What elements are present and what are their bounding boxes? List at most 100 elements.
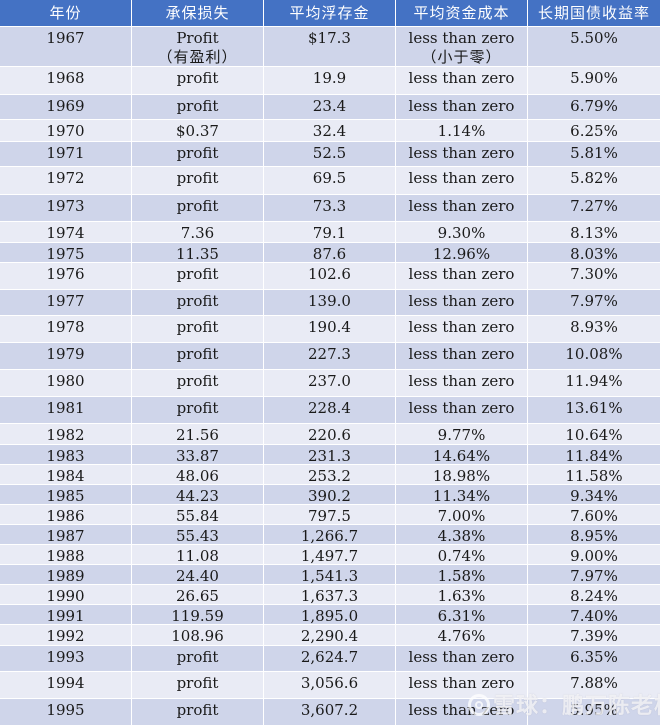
cell-underwriting-loss-value: 33.87 [176,447,219,464]
cell-underwriting-loss: profit [132,167,264,194]
cell-year: 1994 [0,672,132,698]
cell-underwriting-loss-value: profit [176,292,219,310]
cell-average-float-value: 797.5 [308,507,351,524]
cell-year: 1977 [0,290,132,315]
cell-year: 1984 [0,465,132,484]
cell-average-float-value: 2,624.7 [300,648,359,666]
table-header-row: 年份 承保损失 平均浮存金 平均资金成本 长期国债收益率 [0,0,660,27]
cell-cost-of-funds-value: 1.14% [437,122,486,140]
cell-underwriting-loss: 7.36 [132,222,264,242]
cell-treasury-yield-value: 7.88% [570,674,618,692]
cell-year-value: 1994 [46,674,85,692]
cell-year: 1980 [0,370,132,396]
table-row: 1975 11.35 87.6 12.96% 8.03% [0,243,660,263]
cell-average-float: 1,895.0 [264,605,396,624]
cell-treasury-yield: 5.81% [528,142,660,166]
cell-cost-of-funds: 4.38% [396,525,528,544]
table-row: 1987 55.43 1,266.7 4.38% 8.95% [0,525,660,545]
cell-average-float: 390.2 [264,485,396,504]
table-row: 1993 profit 2,624.7 less than zero 6.35% [0,646,660,672]
table-row: 1969 profit 23.4 less than zero 6.79% [0,95,660,120]
cell-underwriting-loss: 24.40 [132,565,264,584]
cell-underwriting-loss-value: 108.96 [171,627,224,645]
cell-treasury-yield-value: 5.82% [570,169,618,187]
cell-cost-of-funds-value: less than zero [408,345,515,363]
cell-average-float: 797.5 [264,505,396,524]
cell-year-value: 1971 [46,144,85,162]
header-treasury-yield: 长期国债收益率 [537,4,650,22]
cell-treasury-yield-value: 11.84% [565,447,623,464]
cell-year: 1967 [0,27,132,66]
cell-underwriting-loss: profit [132,699,264,725]
cell-year-value: 1992 [46,627,85,645]
table-row: 1978 profit 190.4 less than zero 8.93% [0,316,660,343]
cell-cost-of-funds-value: less than zero [408,648,515,666]
cell-cost-of-funds: 9.30% [396,222,528,242]
cell-treasury-yield-value: 6.35% [570,648,618,666]
cell-underwriting-loss-value: 119.59 [171,607,224,624]
cell-underwriting-loss-value: 44.23 [176,487,219,504]
cell-underwriting-loss: 108.96 [132,625,264,645]
table-row: 1980 profit 237.0 less than zero 11.94% [0,370,660,397]
cell-underwriting-loss: profit [132,67,264,94]
cell-average-float: 19.9 [264,67,396,94]
table-row: 1967 Profit （有盈利） $17.3 less than zero （小于零） 5… [0,27,660,67]
cell-underwriting-loss-value: profit [176,701,219,719]
cell-average-float-value: 390.2 [308,487,351,504]
table-row: 1990 26.65 1,637.3 1.63% 8.24% [0,585,660,605]
table-row: 1972 profit 69.5 less than zero 5.82% [0,167,660,195]
cell-average-float-value: 237.0 [308,372,351,390]
cell-average-float-value: 253.2 [308,467,351,484]
cell-underwriting-loss: 55.84 [132,505,264,524]
cell-underwriting-loss: 26.65 [132,585,264,604]
cell-underwriting-loss: 44.23 [132,485,264,504]
cell-year: 1969 [0,95,132,119]
cell-year-value: 1969 [46,97,85,115]
cell-cost-of-funds-value: less than zero [408,674,515,692]
cell-year: 1992 [0,625,132,645]
cell-underwriting-loss-value: profit [176,265,219,283]
cell-underwriting-loss-value: profit [176,169,219,187]
cell-cost-of-funds: less than zero [396,343,528,369]
cell-cost-of-funds-value: 14.64% [432,447,491,464]
cell-treasury-yield-value: 8.24% [570,587,618,604]
cell-year: 1971 [0,142,132,166]
cell-average-float: 228.4 [264,397,396,423]
cell-year-value: 1976 [46,265,85,283]
table-row: 1994 profit 3,056.6 less than zero 7.88% [0,672,660,699]
cell-average-float: 69.5 [264,167,396,194]
cell-year-value: 1989 [46,567,85,584]
cell-year-value: 1972 [46,169,85,187]
cell-cost-of-funds-value: 0.74% [437,547,486,564]
cell-average-float: 220.6 [264,424,396,444]
cell-treasury-yield: 8.93% [528,316,660,342]
cell-year-value: 1978 [46,318,85,336]
cell-underwriting-loss: 11.08 [132,545,264,564]
cell-treasury-yield: 10.08% [528,343,660,369]
cell-average-float: 1,266.7 [264,525,396,544]
table-row: 1970 $0.37 32.4 1.14% 6.25% [0,120,660,142]
cell-treasury-yield: 7.60% [528,505,660,524]
cell-underwriting-loss-value: profit [176,648,219,666]
cell-cost-of-funds: 11.34% [396,485,528,504]
cell-average-float: 2,290.4 [264,625,396,645]
cell-cost-of-funds: less than zero [396,646,528,671]
cell-average-float-value: 3,607.2 [300,701,359,719]
cell-underwriting-loss: 33.87 [132,445,264,464]
cell-average-float-value: 228.4 [308,399,351,417]
table-row: 1991 119.59 1,895.0 6.31% 7.40% [0,605,660,625]
cell-average-float: 139.0 [264,290,396,315]
header-underwriting-loss: 承保损失 [132,0,264,26]
cell-treasury-yield: 7.40% [528,605,660,624]
table-row: 1986 55.84 797.5 7.00% 7.60% [0,505,660,525]
table-row: 1995 profit 3,607.2 less than zero 5.95% [0,699,660,726]
cell-year: 1973 [0,195,132,221]
cell-cost-of-funds: less than zero [396,167,528,194]
cell-cost-of-funds: less than zero [396,95,528,119]
cell-average-float-value: 73.3 [312,197,347,215]
cell-cost-of-funds: less than zero [396,397,528,423]
cell-treasury-yield-value: 7.97% [570,567,618,584]
cell-year: 1991 [0,605,132,624]
cell-average-float-value: 1,497.7 [300,547,359,564]
cell-cost-of-funds: 0.74% [396,545,528,564]
